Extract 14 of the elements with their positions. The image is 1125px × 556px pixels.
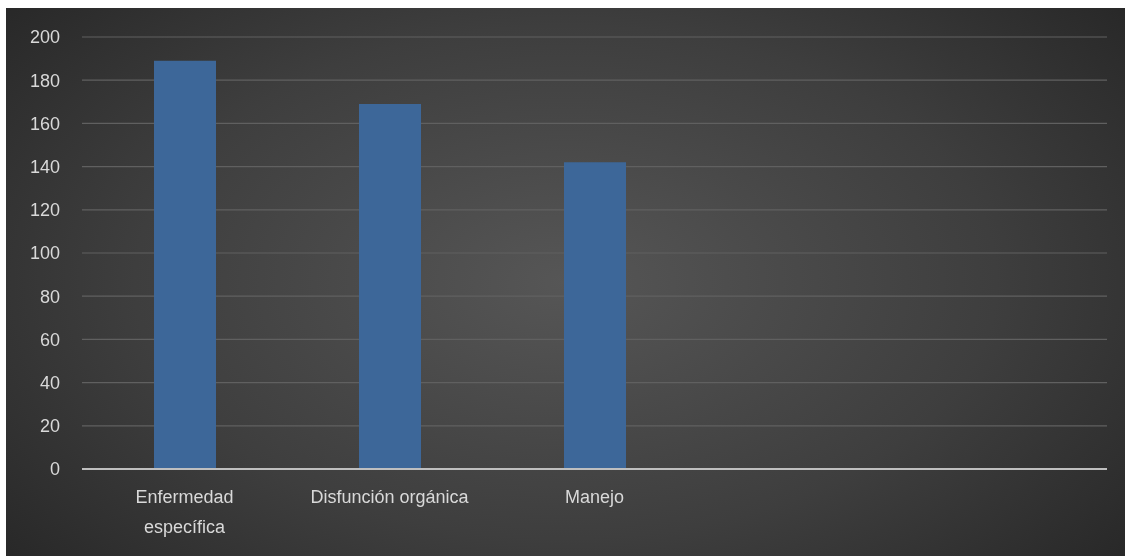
y-tick-label: 200 (29, 27, 60, 48)
y-tick-label: 60 (39, 329, 60, 350)
y-tick-label: 40 (39, 372, 60, 393)
x-tick-label: Disfunción orgánica (310, 487, 470, 508)
y-tick-label: 80 (39, 286, 60, 307)
y-tick-label: 180 (29, 70, 60, 91)
y-tick-label: 20 (39, 416, 60, 437)
x-tick-label: Manejo (564, 487, 625, 508)
x-tick-label: Enfermedad específica (135, 487, 234, 537)
y-tick-label: 160 (29, 113, 60, 134)
y-tick-label: 100 (29, 243, 60, 264)
y-tick-label: 140 (29, 156, 60, 177)
y-tick-label: 120 (29, 200, 60, 221)
y-tick-label: 0 (49, 459, 60, 480)
